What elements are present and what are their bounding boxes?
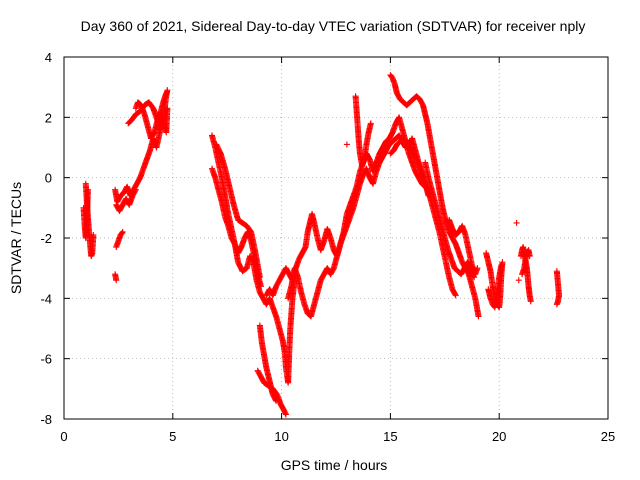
data-point	[113, 277, 120, 284]
data-point	[84, 186, 91, 193]
data-point	[164, 87, 171, 94]
data-point	[474, 265, 481, 272]
x-tick-label: 0	[60, 429, 67, 444]
data-point	[257, 283, 264, 290]
data-point	[471, 274, 478, 281]
data-point	[119, 228, 126, 235]
data-point	[498, 262, 505, 269]
axis-ticks: 0 5 10 15 20 25 -8 -6 -4 -2 0 2 4	[40, 50, 615, 444]
x-tick-label: 10	[274, 429, 288, 444]
data-point	[282, 411, 289, 418]
data-point	[513, 219, 520, 226]
data-point	[526, 253, 533, 260]
data-point	[163, 90, 170, 97]
data-point	[515, 277, 522, 284]
data-point	[132, 186, 139, 193]
y-tick-label: -6	[40, 352, 52, 367]
y-tick-label: -2	[40, 231, 52, 246]
y-tick-label: -8	[40, 412, 52, 427]
y-tick-label: 4	[45, 50, 52, 65]
chart-title: Day 360 of 2021, Sidereal Day-to-day VTE…	[81, 18, 586, 34]
data-point	[527, 298, 534, 305]
data-point	[256, 274, 263, 281]
data-points	[80, 72, 563, 418]
data-point	[499, 259, 506, 266]
x-tick-label: 15	[383, 429, 397, 444]
data-point	[452, 292, 459, 299]
data-point	[90, 231, 97, 238]
y-tick-label: -4	[40, 291, 52, 306]
x-axis-label: GPS time / hours	[281, 457, 388, 473]
plot-frame	[63, 56, 609, 420]
data-point	[119, 229, 126, 236]
data-point	[367, 120, 374, 127]
data-point	[343, 141, 350, 148]
data-point	[553, 301, 560, 308]
x-tick-label: 20	[492, 429, 506, 444]
x-tick-label: 5	[169, 429, 176, 444]
y-tick-label: 0	[45, 171, 52, 186]
gridlines	[64, 57, 608, 419]
y-tick-label: 2	[45, 110, 52, 125]
data-point	[273, 397, 280, 404]
data-point	[475, 313, 482, 320]
x-tick-label: 25	[601, 429, 615, 444]
y-axis-label: SDTVAR / TECUs	[8, 182, 24, 294]
